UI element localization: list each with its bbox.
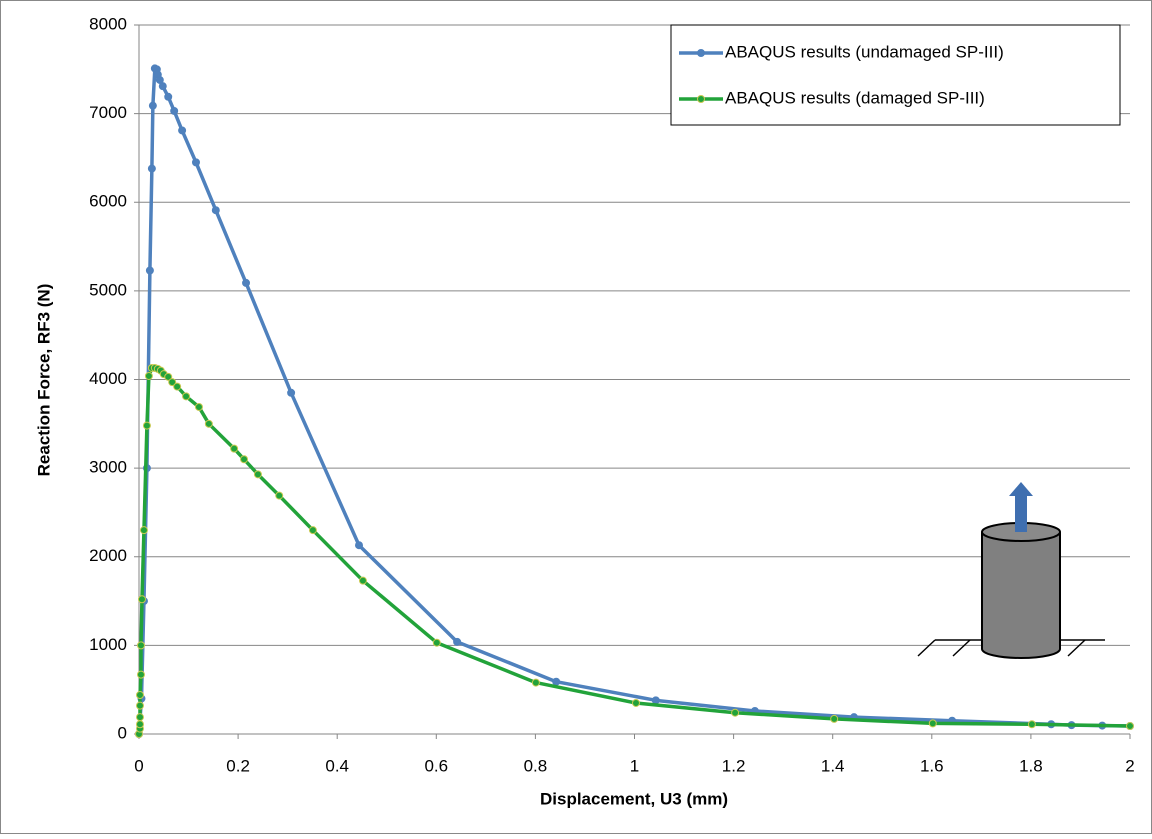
x-tick-label: 0.8: [524, 756, 548, 775]
data-point: [147, 164, 156, 173]
x-tick-label: 0.6: [424, 756, 448, 775]
data-point: [355, 541, 364, 550]
y-tick-label: 1000: [89, 635, 127, 654]
data-point: [136, 670, 145, 679]
data-point: [135, 701, 144, 710]
data-point: [287, 388, 296, 397]
data-point: [145, 266, 154, 275]
data-point: [453, 637, 462, 646]
data-point: [631, 698, 640, 707]
data-point: [275, 491, 284, 500]
x-axis-title: Displacement, U3 (mm): [540, 789, 728, 808]
y-tick-label: 5000: [89, 280, 127, 299]
legend-marker: [697, 49, 705, 57]
data-point: [135, 713, 144, 722]
y-tick-label: 4000: [89, 369, 127, 388]
data-point: [148, 101, 157, 110]
data-point: [136, 641, 145, 650]
data-point: [230, 444, 239, 453]
data-point: [144, 371, 153, 380]
legend-label: ABAQUS results (damaged SP-III): [725, 88, 985, 107]
y-tick-label: 7000: [89, 103, 127, 122]
series-line: [137, 66, 1131, 735]
data-point: [158, 82, 167, 91]
data-point: [178, 126, 187, 135]
data-point: [928, 719, 937, 728]
data-point: [830, 714, 839, 723]
x-tick-label: 0: [134, 756, 143, 775]
data-point: [651, 696, 660, 705]
data-point: [531, 678, 540, 687]
x-tick-label: 1.6: [920, 756, 944, 775]
data-point: [1126, 722, 1134, 731]
data-point: [135, 691, 144, 700]
data-point: [142, 421, 151, 430]
y-tick-label: 6000: [89, 192, 127, 211]
data-point: [358, 576, 367, 585]
specimen-icon: [917, 482, 1105, 659]
data-point: [135, 720, 144, 729]
legend-box: [670, 24, 1121, 126]
data-point: [242, 278, 251, 287]
data-point: [552, 677, 561, 686]
legend-label: ABAQUS results (undamaged SP-III): [725, 42, 1004, 61]
data-point: [253, 470, 262, 479]
data-point: [194, 402, 203, 411]
y-tick-label: 2000: [89, 546, 127, 565]
data-point: [139, 526, 148, 535]
x-tick-label: 1.4: [821, 756, 845, 775]
data-point: [191, 158, 200, 167]
y-axis-title: Reaction Force, RF3 (N): [34, 284, 53, 477]
data-point: [155, 75, 164, 84]
data-point: [1027, 720, 1036, 729]
data-point: [182, 392, 191, 401]
x-tick-label: 1.8: [1019, 756, 1043, 775]
data-point: [168, 378, 177, 387]
legend-marker: [697, 95, 705, 103]
x-tick-label: 0.4: [325, 756, 349, 775]
x-tick-label: 2: [1125, 756, 1134, 775]
data-point: [731, 708, 740, 717]
x-tick-label: 1.2: [722, 756, 746, 775]
data-point: [170, 106, 179, 115]
data-point: [164, 372, 173, 381]
data-point: [173, 382, 182, 391]
data-point: [204, 419, 213, 428]
data-point: [137, 595, 146, 604]
data-point: [308, 526, 317, 535]
data-point: [240, 455, 249, 464]
x-tick-label: 0.2: [226, 756, 250, 775]
data-point: [211, 206, 220, 215]
y-tick-label: 3000: [89, 458, 127, 477]
data-point: [164, 92, 173, 101]
data-point: [432, 638, 441, 647]
y-tick-label: 8000: [89, 14, 127, 33]
y-tick-label: 0: [118, 723, 127, 742]
x-tick-label: 1: [630, 756, 639, 775]
